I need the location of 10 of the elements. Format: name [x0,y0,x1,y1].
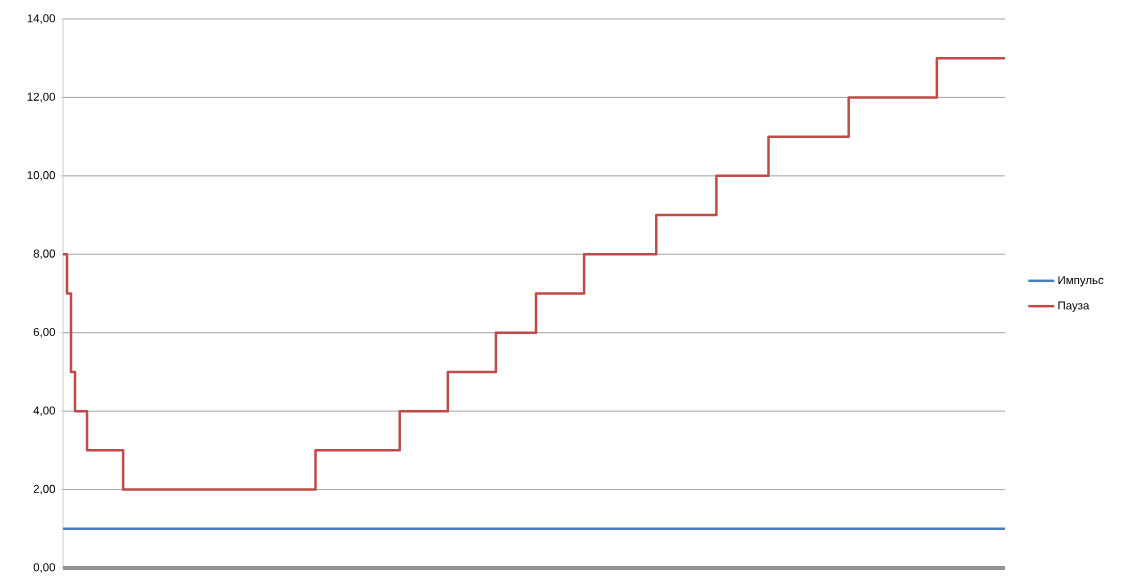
y-tick-label: 14,00 [27,14,56,24]
y-tick-label: 0,00 [33,563,56,573]
y-tick-label: 8,00 [33,249,56,260]
y-tick-label: 2,00 [33,484,56,495]
y-tick-label: 10,00 [27,171,56,181]
y-tick-label: 6,00 [33,327,56,338]
legend-label: Пауза [1058,301,1090,312]
y-tick-label: 12,00 [27,92,56,103]
y-tick-label: 4,00 [33,406,56,416]
legend-label: Импульс [1058,276,1104,287]
